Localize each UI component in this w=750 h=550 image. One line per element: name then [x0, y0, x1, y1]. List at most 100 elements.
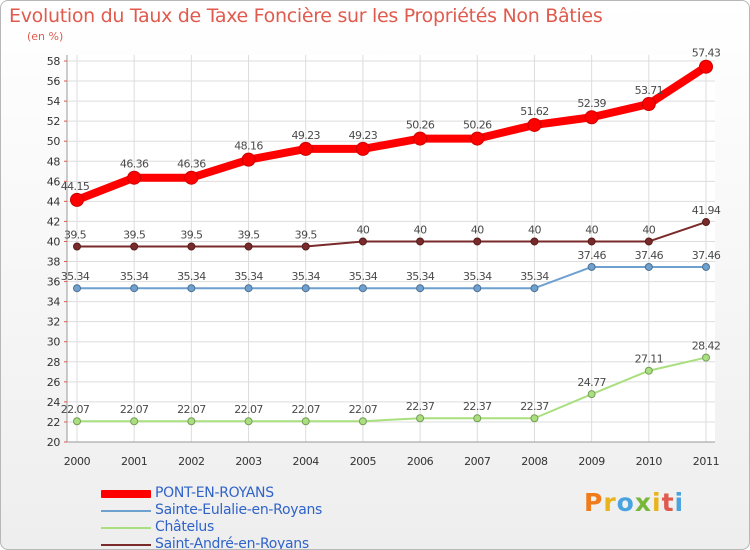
data-point — [644, 237, 653, 246]
data-point — [416, 414, 425, 423]
data-point — [244, 284, 253, 293]
data-point — [184, 170, 199, 185]
logo-letter: P — [584, 488, 604, 517]
data-label: 39.5 — [123, 228, 146, 241]
data-label: 35.34 — [177, 270, 206, 283]
data-label: 39.5 — [237, 228, 260, 241]
x-tick-label: 2011 — [693, 455, 719, 468]
logo-letter: r — [603, 488, 617, 517]
y-tick-label: 52 — [47, 115, 60, 128]
data-label: 50.26 — [406, 119, 435, 132]
y-tick-label: 24 — [47, 396, 61, 409]
data-point — [130, 242, 139, 251]
data-point — [470, 131, 485, 146]
data-point — [187, 417, 196, 426]
data-label: 41.94 — [692, 204, 721, 217]
legend-swatch — [101, 490, 151, 498]
data-label: 35.34 — [291, 270, 320, 283]
data-label: 22.07 — [349, 403, 378, 416]
legend-label: Châtelus — [155, 519, 214, 535]
data-label: 40 — [528, 223, 541, 236]
data-point — [530, 414, 539, 423]
data-label: 40 — [642, 223, 655, 236]
data-point — [699, 59, 713, 74]
data-label: 40 — [471, 223, 484, 236]
data-label: 35.34 — [520, 270, 549, 283]
data-point — [244, 417, 253, 426]
data-label: 40 — [414, 223, 427, 236]
data-label: 37.46 — [577, 249, 606, 262]
data-point — [73, 284, 81, 293]
data-point — [587, 262, 596, 271]
series-line-chatelus — [76, 356, 707, 423]
data-point — [358, 237, 367, 246]
data-label: 48.16 — [234, 140, 263, 153]
y-tick-label: 56 — [47, 75, 61, 88]
data-point — [241, 152, 256, 167]
data-point — [644, 262, 653, 271]
data-label: 40 — [357, 223, 370, 236]
data-label: 22.37 — [463, 400, 492, 413]
data-point — [587, 390, 596, 399]
data-label: 22.07 — [120, 403, 149, 416]
y-tick-label: 26 — [47, 376, 61, 389]
data-point — [416, 284, 425, 293]
logo-letter: i — [674, 488, 685, 517]
y-tick-label: 20 — [47, 436, 61, 449]
x-tick-label: 2000 — [64, 455, 91, 468]
data-label: 28.42 — [692, 340, 721, 353]
data-label: 51.62 — [520, 105, 549, 118]
x-tick-label: 2008 — [521, 455, 548, 468]
data-point — [73, 242, 81, 251]
data-label: 22.07 — [291, 403, 320, 416]
data-label: 35.34 — [61, 270, 90, 283]
data-label: 44.15 — [61, 180, 90, 193]
data-label: 46.36 — [120, 158, 149, 171]
data-point — [130, 417, 139, 426]
y-tick-label: 40 — [47, 235, 61, 248]
logo-letter: x — [634, 488, 652, 517]
data-point — [473, 414, 482, 423]
data-point — [641, 97, 656, 112]
data-label: 37.46 — [692, 249, 721, 262]
x-tick-label: 2001 — [121, 455, 147, 468]
data-point — [358, 417, 367, 426]
data-point — [584, 110, 599, 125]
data-point — [355, 141, 370, 156]
data-point — [413, 131, 428, 146]
legend-label: Saint-André-en-Royans — [155, 536, 309, 550]
y-axis-unit: (en %) — [27, 30, 64, 43]
data-point — [244, 242, 253, 251]
x-tick-label: 2009 — [578, 455, 605, 468]
series-line-pont-en-royans — [73, 62, 710, 204]
chart-title: Evolution du Taux de Taxe Foncière sur l… — [9, 5, 603, 27]
data-label: 39.5 — [180, 228, 203, 241]
y-tick-label: 50 — [47, 135, 61, 148]
y-tick-label: 30 — [47, 336, 61, 349]
data-point — [473, 237, 482, 246]
data-label: 49.23 — [349, 129, 378, 142]
legend-swatch — [101, 544, 151, 546]
data-point — [530, 237, 539, 246]
data-label: 37.46 — [635, 249, 664, 262]
data-point — [130, 284, 139, 293]
data-label: 27.11 — [635, 353, 664, 366]
data-label: 35.34 — [349, 270, 378, 283]
x-tick-label: 2007 — [464, 455, 491, 468]
legend-label: Sainte-Eulalie-en-Royans — [155, 502, 323, 518]
data-label: 49.23 — [291, 129, 320, 142]
x-tick-label: 2002 — [178, 455, 204, 468]
data-point — [416, 237, 425, 246]
plot-area — [67, 55, 715, 442]
x-tick-label: 2010 — [636, 455, 663, 468]
data-point — [127, 170, 142, 185]
data-point — [644, 366, 653, 375]
data-label: 22.07 — [234, 403, 263, 416]
data-label: 22.37 — [406, 400, 435, 413]
y-tick-label: 22 — [47, 416, 60, 429]
data-point — [301, 284, 310, 293]
data-label: 22.07 — [61, 403, 90, 416]
data-point — [702, 218, 710, 227]
